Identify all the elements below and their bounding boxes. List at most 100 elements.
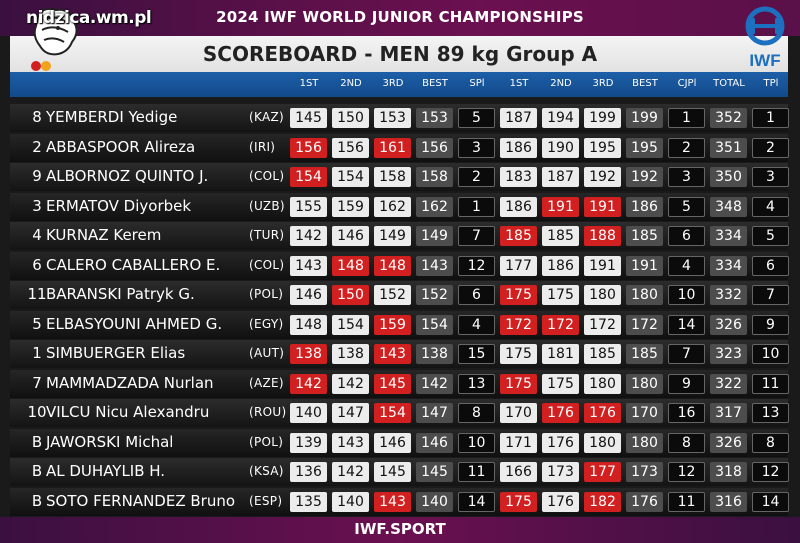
score-cell: 351 [710,137,747,158]
score-cell: 145 [374,373,411,394]
column-header-9: BEST [632,78,658,89]
score-cell: 153 [374,108,411,128]
score-cell: 154 [374,403,411,423]
score-cell: 182 [584,491,621,512]
lion-logo-icon [31,7,78,71]
score-cell: 140 [416,491,453,512]
score-cell: 145 [416,462,453,482]
score-cell: 150 [332,285,369,305]
score-cell: 2 [752,137,789,158]
score-cell: 326 [710,314,747,335]
score-cell: 10 [752,344,789,364]
column-header-1: 1ST [299,78,319,89]
lot-number: 6 [32,255,42,274]
score-cell: 172 [500,314,537,335]
nation-code: (IRI) [249,139,276,154]
score-cell: 175 [542,285,579,305]
score-cell: 175 [500,373,537,394]
score-cell: 185 [500,226,537,246]
score-cell: 186 [626,196,663,217]
score-cell: 191 [584,196,621,217]
score-cell: 142 [416,373,453,394]
score-cell: 156 [332,137,369,158]
lot-number: 9 [32,167,42,185]
score-cell: 177 [584,462,621,482]
table-row: 6 CALERO CABALLERO E. (COL) 143 148 148 143 12 1… [10,251,789,280]
score-cell: 191 [584,255,621,276]
score-cell: 187 [500,108,537,128]
score-cell: 139 [290,432,327,453]
score-cell: 145 [374,462,411,482]
nation-code: (KAZ) [249,110,284,124]
column-header-8: 3RD [592,78,614,89]
table-row: 7 MAMMADZADA Nurlan (AZE) 142 142 145 142 13 175… [10,369,789,398]
score-cell: 175 [542,373,579,394]
athlete-name: KURNAZ Kerem [46,226,162,244]
score-cell: 158 [374,167,411,187]
score-cell: 156 [416,137,453,158]
score-cell: 199 [584,108,621,128]
score-cell: 175 [500,344,537,364]
watermark-text: nidzica.wm.pl [26,8,152,28]
lot-number: 4 [32,226,42,244]
score-cell: 16 [668,403,705,423]
lot-number: 3 [32,196,42,215]
score-cell: 173 [626,462,663,482]
score-cell: 316 [710,491,747,512]
score-cell: 8 [458,403,495,423]
score-cell: 176 [542,491,579,512]
score-cell: 15 [458,344,495,364]
score-cell: 161 [374,137,411,158]
nation-code: (ROU) [249,405,287,419]
table-row: 1 SIMBUERGER Elias (AUT) 138 138 143 138 15 175 1… [10,340,789,368]
event-title: 2024 IWF WORLD JUNIOR CHAMPIONSHIPS [216,8,584,26]
table-row: 3 ERMATOV Diyorbek (UZB) 155 159 162 162 1 186 19… [10,192,789,221]
nation-code: (TUR) [249,228,285,242]
score-cell: 148 [332,255,369,276]
lot-number: 8 [32,108,42,126]
score-cell: 146 [332,226,369,246]
lot-number: 1 [32,344,42,362]
athlete-name: AL DUHAYLIB H. [46,462,166,480]
footer-text: IWF.SPORT [354,520,446,538]
nation-code: (POL) [249,434,284,449]
top-banner [0,0,800,36]
column-header-11: TOTAL [713,78,745,89]
table-row: 2 ABBASPOOR Alireza (IRI) 156 156 161 156 3 186 1… [10,133,789,162]
score-cell: 323 [710,344,747,364]
score-cell: 14 [458,491,495,512]
score-cell: 7 [668,344,705,364]
score-cell: 154 [332,314,369,335]
score-cell: 185 [626,344,663,364]
score-cell: 7 [458,226,495,246]
lot-number: B [31,491,43,510]
score-cell: 180 [626,285,663,305]
score-cell: 5 [752,226,789,246]
athlete-name: ALBORNOZ QUINTO J. [46,167,209,185]
score-cell: 10 [458,432,495,453]
score-cell: 180 [584,373,621,394]
nation-code: (COL) [249,257,285,272]
score-cell: 166 [500,462,537,482]
score-cell: 148 [290,314,327,335]
lot-number: B [31,432,43,451]
score-cell: 172 [584,314,621,335]
lot-number: 5 [32,314,42,333]
athlete-name: ELBASYOUNI AHMED G. [46,314,223,333]
score-cell: 149 [416,226,453,246]
score-cell: 11 [458,462,495,482]
score-cell: 170 [626,403,663,423]
score-cell: 180 [626,432,663,453]
table-row: B SOTO FERNANDEZ Bruno (ESP) 135 140 143 140 14… [10,487,789,516]
score-cell: 148 [374,255,411,276]
score-cell: 352 [710,108,747,128]
score-cell: 8 [668,432,705,453]
score-cell: 143 [374,491,411,512]
column-header-5: SPl [469,78,485,89]
score-cell: 175 [500,285,537,305]
table-row: B AL DUHAYLIB H. (KSA) 136 142 145 145 11 166 173… [10,458,789,486]
nation-code: (ESP) [249,493,283,508]
score-cell: 6 [668,226,705,246]
table-row: 4 KURNAZ Kerem (TUR) 142 146 149 149 7 185 185 188… [10,222,789,250]
score-cell: 138 [332,344,369,364]
